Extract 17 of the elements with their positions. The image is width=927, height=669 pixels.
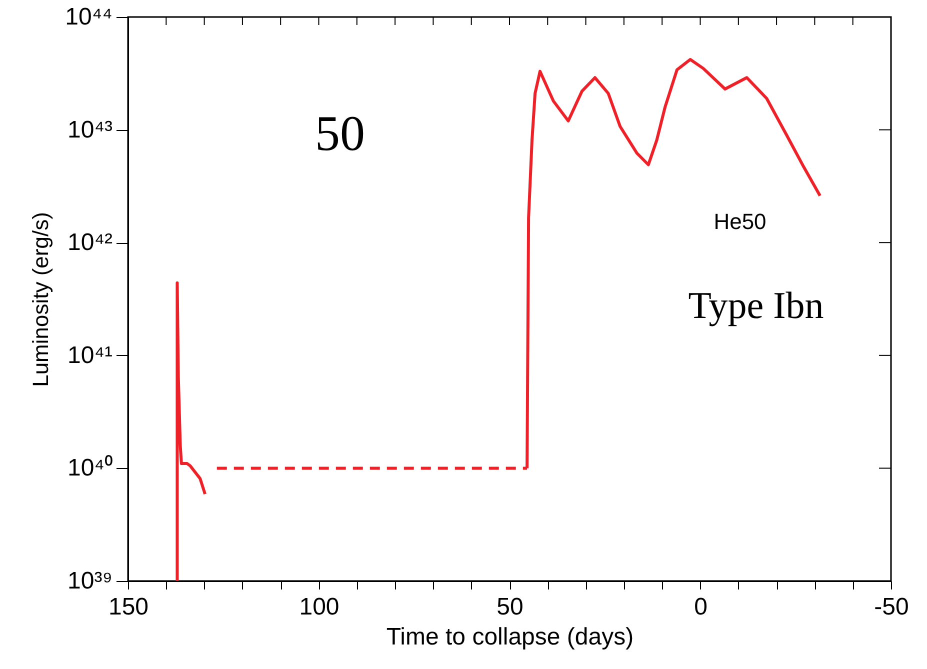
x-tick-label: 0 xyxy=(694,594,708,620)
annotation: 50 xyxy=(315,105,365,161)
y-tick-label: 10⁴² xyxy=(68,229,113,256)
x-tick-label: 150 xyxy=(108,594,149,620)
annotation: He50 xyxy=(714,209,766,234)
x-tick-label: 100 xyxy=(299,594,340,620)
y-tick-label: 10³⁹ xyxy=(68,568,112,594)
y-tick-label: 10⁴⁴ xyxy=(65,4,112,30)
y-tick-label: 10⁴³ xyxy=(68,116,113,144)
x-tick-label: -50 xyxy=(874,594,909,620)
y-tick-label: 10⁴⁰ xyxy=(67,454,112,482)
x-tick-label: 50 xyxy=(496,594,524,620)
y-tick-label: 10⁴¹ xyxy=(68,342,113,369)
x-axis-title: Time to collapse (days) xyxy=(386,624,634,650)
annotation: Type Ibn xyxy=(688,285,824,327)
line-series xyxy=(176,281,207,581)
y-axis-title: Luminosity (erg/s) xyxy=(28,212,54,387)
